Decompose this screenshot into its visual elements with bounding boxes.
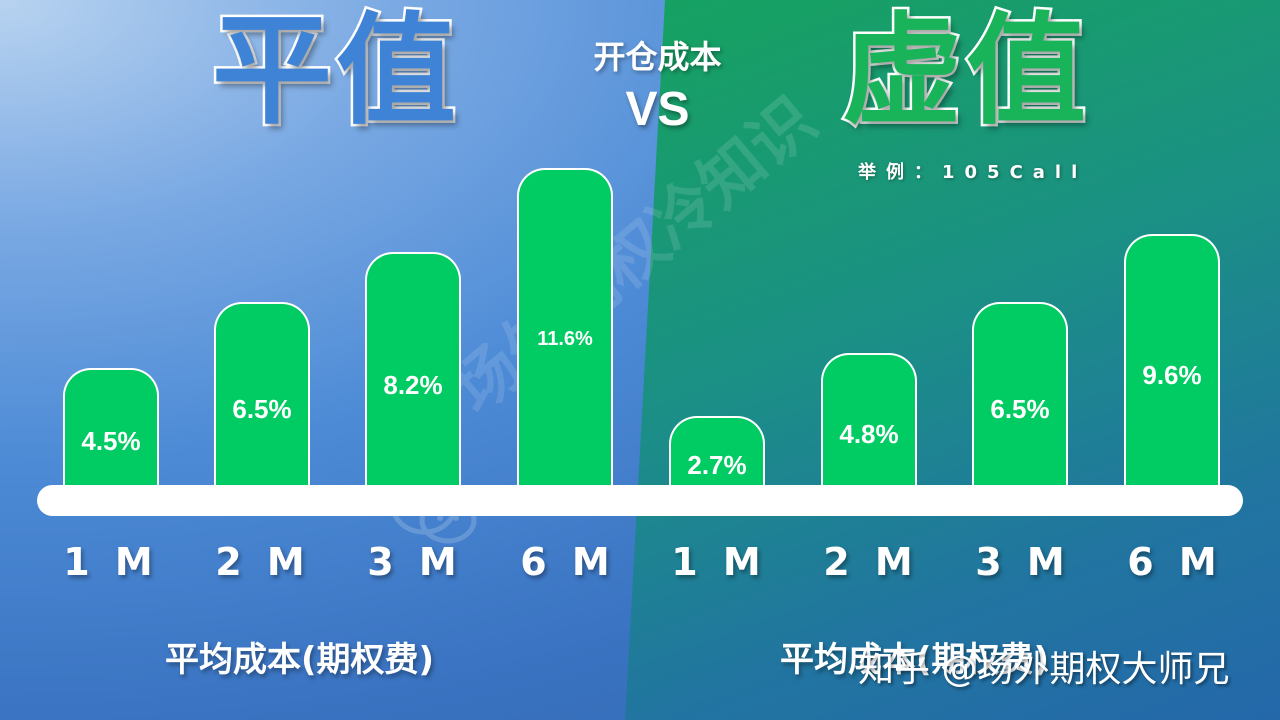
xtick-atm-6m: 6 M	[520, 540, 616, 584]
bar-value-label: 4.5%	[81, 426, 141, 456]
bar-otm-2m: 4.8%	[821, 353, 917, 488]
bar-otm-3m: 6.5%	[972, 302, 1068, 488]
chart-baseline	[37, 485, 1243, 516]
credit-watermark: 知乎 @场外期权大师兄	[858, 649, 1230, 690]
bar-atm-2m: 6.5%	[214, 302, 310, 488]
bar-atm-1m: 4.5%	[63, 368, 159, 488]
xtick-otm-6m: 6 M	[1127, 540, 1223, 584]
right-xaxis-label: 平均成本(期权费)	[780, 640, 1050, 680]
bar-otm-6m: 9.6%	[1124, 234, 1220, 488]
right-title: 虚值	[840, 2, 1090, 141]
xtick-otm-2m: 2 M	[823, 540, 919, 584]
xtick-atm-2m: 2 M	[215, 540, 311, 584]
xtick-otm-3m: 3 M	[975, 540, 1071, 584]
bar-otm-1m: 2.7%	[669, 416, 765, 488]
bar-atm-6m: 11.6%	[517, 168, 613, 488]
bar-value-label: 8.2%	[383, 370, 443, 400]
bar-value-label: 4.8%	[839, 419, 899, 449]
bar-value-label: 2.7%	[687, 450, 747, 480]
xtick-otm-1m: 1 M	[671, 540, 767, 584]
bar-value-label: 11.6%	[537, 328, 593, 350]
bar-value-label: 6.5%	[232, 394, 292, 424]
left-xaxis-label: 平均成本(期权费)	[165, 640, 435, 680]
bar-atm-3m: 8.2%	[365, 252, 461, 488]
center-subtitle: 开仓成本	[593, 38, 722, 76]
xtick-atm-3m: 3 M	[367, 540, 463, 584]
example-note: 举例：105Call	[858, 162, 1088, 183]
left-title: 平值	[210, 2, 460, 141]
xtick-atm-1m: 1 M	[63, 540, 159, 584]
bar-value-label: 9.6%	[1142, 360, 1202, 390]
bar-value-label: 6.5%	[990, 394, 1050, 424]
center-vs: VS	[625, 83, 690, 136]
